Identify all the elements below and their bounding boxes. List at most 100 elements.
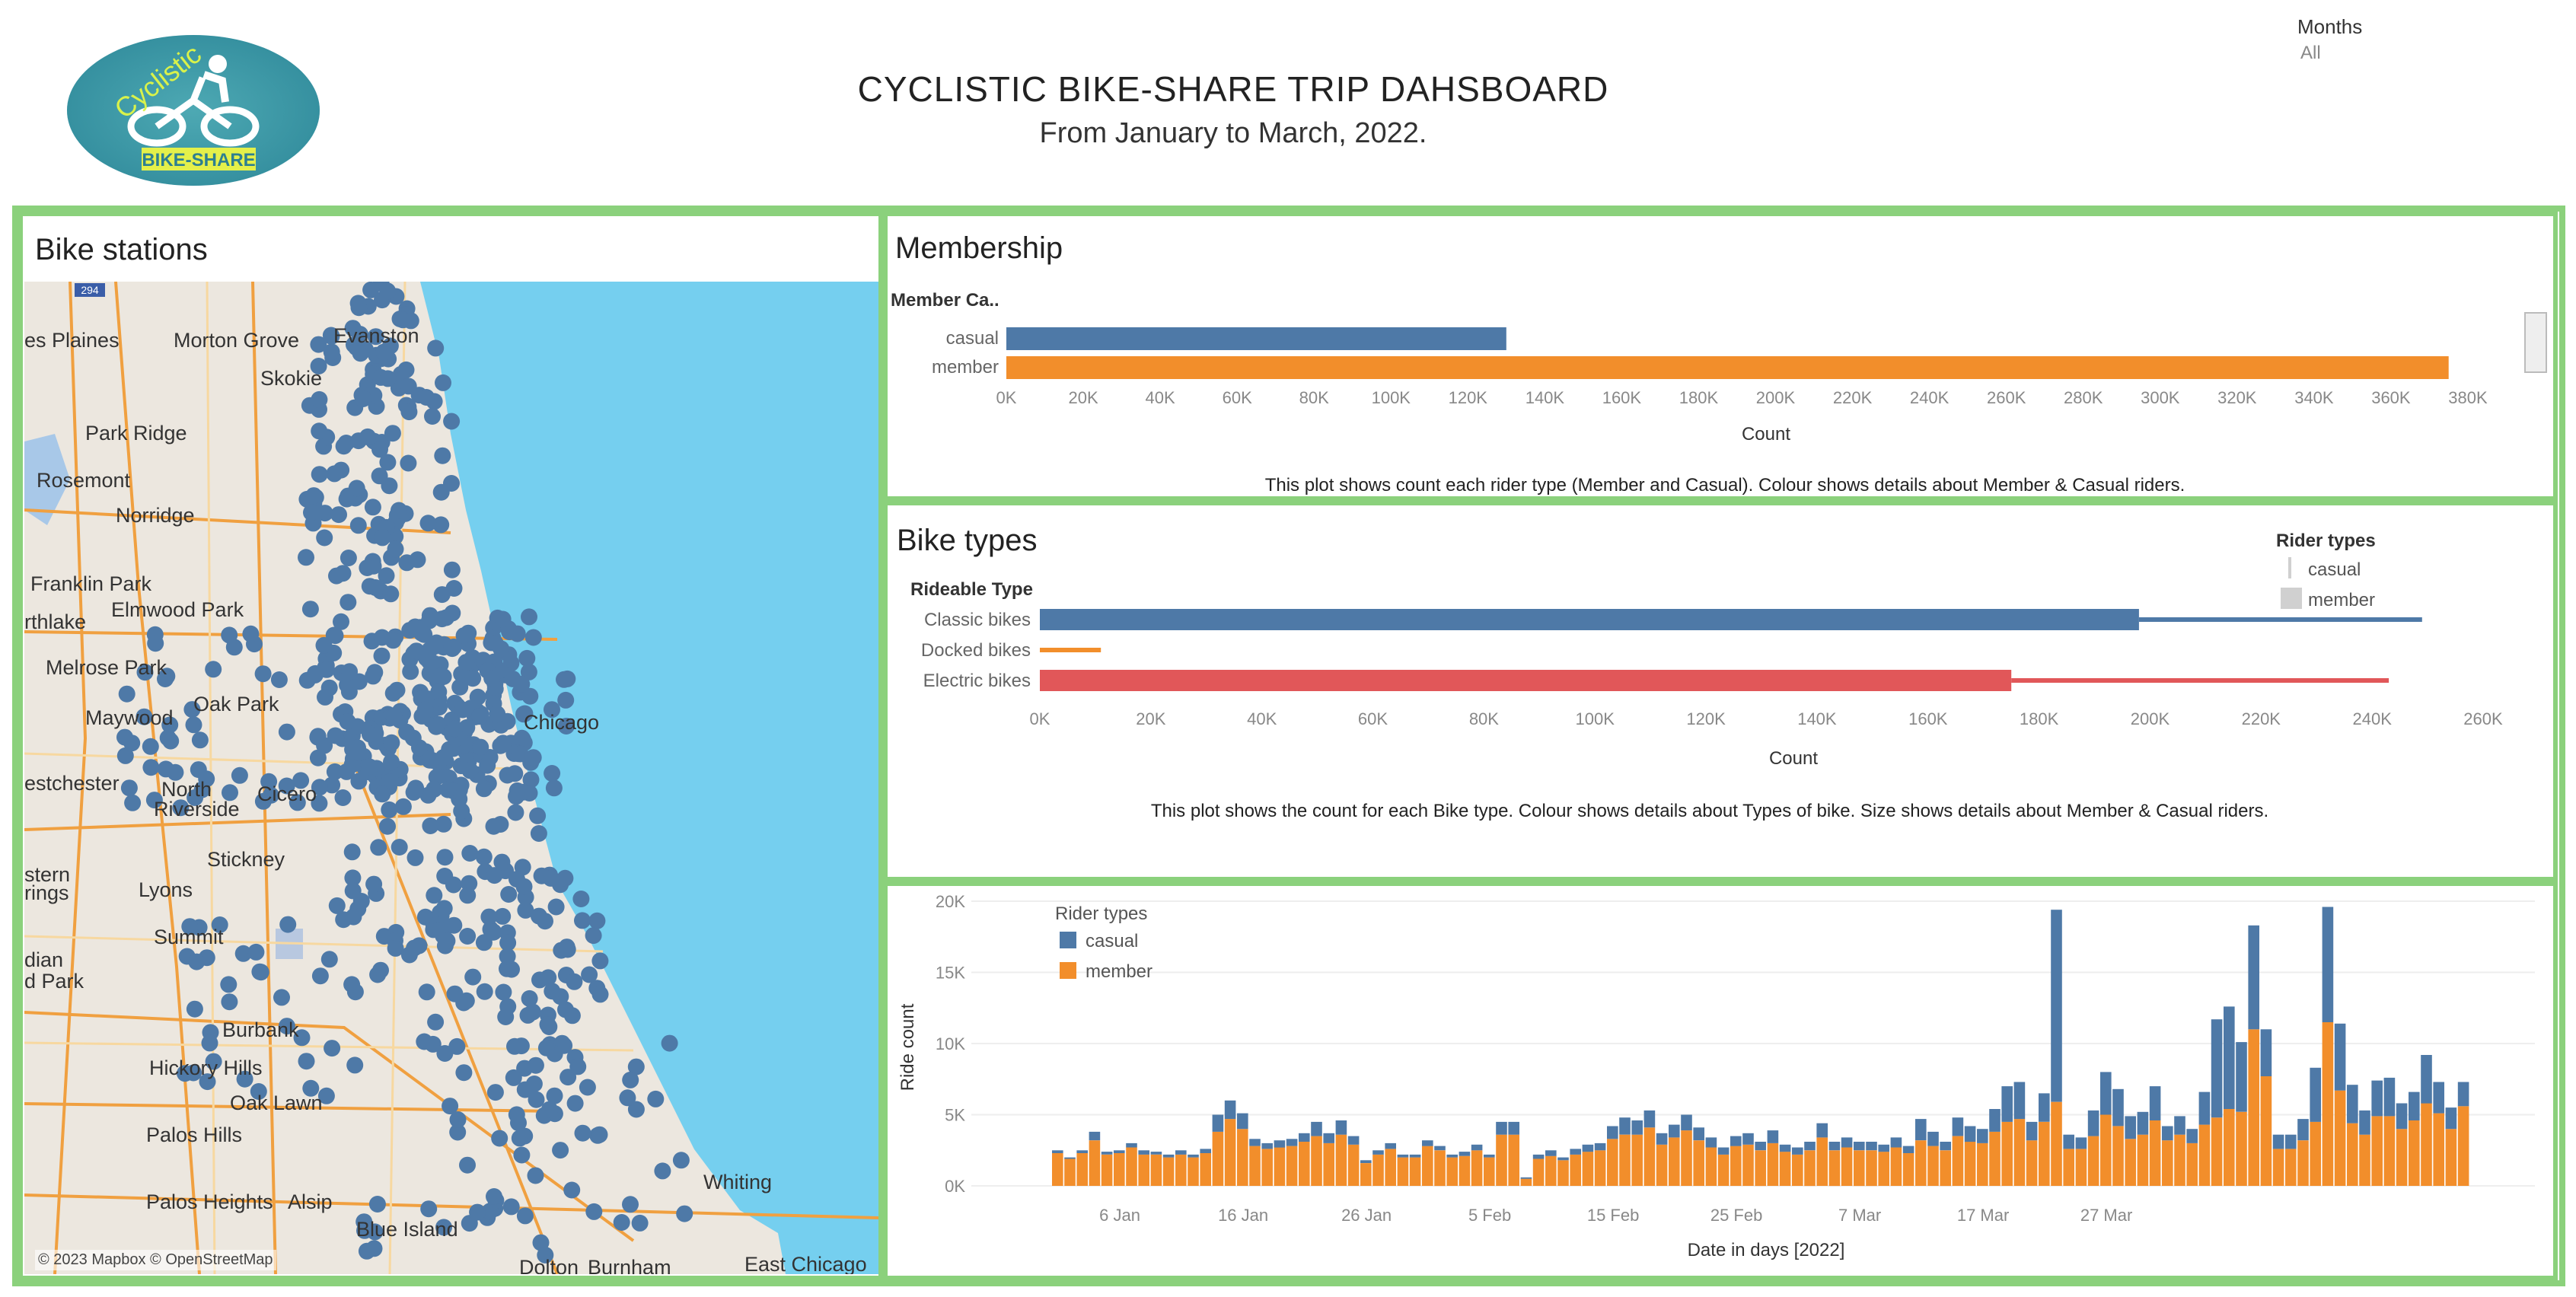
station-marker[interactable] (365, 875, 383, 893)
station-marker[interactable] (187, 789, 204, 806)
station-marker[interactable] (198, 770, 215, 788)
station-marker[interactable] (517, 901, 534, 919)
station-marker[interactable] (330, 506, 347, 524)
daily-legend-casual[interactable]: casual (1086, 931, 1138, 951)
station-marker[interactable] (619, 1089, 636, 1107)
station-marker[interactable] (352, 345, 369, 362)
daily-casual-bar[interactable] (1619, 1117, 1631, 1135)
station-marker[interactable] (311, 466, 328, 483)
station-marker[interactable] (513, 729, 531, 747)
station-marker[interactable] (569, 1058, 587, 1076)
daily-member-bar[interactable] (1064, 1158, 1076, 1187)
station-marker[interactable] (591, 952, 609, 970)
station-marker[interactable] (334, 565, 352, 582)
station-marker[interactable] (302, 1079, 320, 1097)
station-marker[interactable] (585, 1203, 603, 1220)
daily-member-bar[interactable] (1866, 1150, 1877, 1187)
station-marker[interactable] (181, 918, 199, 935)
station-marker[interactable] (455, 627, 473, 645)
daily-member-bar[interactable] (1767, 1142, 1779, 1186)
daily-member-bar[interactable] (2224, 1109, 2235, 1186)
daily-member-bar[interactable] (1188, 1157, 1199, 1186)
station-marker[interactable] (509, 871, 525, 888)
station-marker[interactable] (421, 612, 438, 629)
daily-member-bar[interactable] (1532, 1158, 1545, 1187)
daily-casual-bar[interactable] (1557, 1157, 1569, 1161)
daily-casual-bar[interactable] (1594, 1142, 1606, 1151)
daily-casual-bar[interactable] (1545, 1150, 1557, 1156)
daily-casual-bar[interactable] (2285, 1134, 2297, 1149)
station-marker[interactable] (374, 529, 391, 547)
daily-member-bar[interactable] (2013, 1119, 2026, 1186)
daily-casual-bar[interactable] (1459, 1152, 1471, 1156)
station-marker[interactable] (627, 1058, 645, 1076)
daily-member-bar[interactable] (1175, 1154, 1187, 1186)
daily-member-bar[interactable] (2409, 1120, 2420, 1186)
station-marker[interactable] (434, 447, 451, 464)
station-marker[interactable] (242, 625, 260, 642)
station-marker[interactable] (326, 763, 343, 780)
station-marker[interactable] (362, 282, 380, 298)
station-marker[interactable] (428, 717, 445, 735)
months-filter-dropdown[interactable]: All (2300, 43, 2321, 63)
station-marker[interactable] (426, 637, 444, 655)
station-marker[interactable] (341, 663, 359, 680)
bike-types-legend-member[interactable]: member (2308, 590, 2375, 610)
station-marker[interactable] (400, 378, 417, 395)
daily-casual-bar[interactable] (1767, 1130, 1779, 1143)
station-marker[interactable] (438, 932, 456, 950)
daily-casual-bar[interactable] (2236, 1042, 2247, 1112)
daily-casual-bar[interactable] (1335, 1120, 1347, 1135)
station-marker[interactable] (335, 438, 352, 455)
daily-casual-bar[interactable] (2224, 1006, 2235, 1109)
daily-casual-bar[interactable] (2137, 1111, 2149, 1135)
daily-member-bar[interactable] (1212, 1131, 1224, 1186)
daily-member-bar[interactable] (1459, 1155, 1471, 1186)
daily-member-bar[interactable] (2026, 1140, 2038, 1186)
daily-member-bar[interactable] (1594, 1150, 1606, 1187)
station-marker[interactable] (327, 627, 344, 645)
daily-casual-bar[interactable] (1372, 1150, 1384, 1155)
daily-casual-bar[interactable] (1532, 1154, 1545, 1159)
daily-member-bar[interactable] (1249, 1146, 1261, 1186)
daily-casual-bar[interactable] (1631, 1120, 1643, 1135)
daily-member-bar[interactable] (1693, 1140, 1704, 1186)
station-marker[interactable] (116, 747, 134, 764)
station-marker[interactable] (622, 1196, 639, 1213)
daily-casual-bar[interactable] (1792, 1147, 1803, 1155)
station-marker[interactable] (404, 729, 422, 747)
daily-casual-bar[interactable] (1705, 1137, 1717, 1148)
daily-casual-bar[interactable] (1126, 1142, 1137, 1148)
station-marker[interactable] (654, 1162, 671, 1180)
station-marker[interactable] (436, 849, 454, 866)
station-marker[interactable] (419, 515, 437, 532)
daily-casual-bar[interactable] (1927, 1131, 1939, 1146)
station-marker[interactable] (424, 1035, 442, 1053)
daily-member-bar[interactable] (1643, 1127, 1656, 1186)
membership-bar-member[interactable] (1006, 356, 2449, 379)
station-marker[interactable] (375, 343, 393, 361)
daily-casual-bar[interactable] (1409, 1154, 1421, 1158)
daily-member-bar[interactable] (1779, 1152, 1791, 1186)
station-marker[interactable] (591, 986, 609, 1003)
station-marker[interactable] (493, 853, 511, 871)
daily-member-bar[interactable] (1717, 1154, 1730, 1186)
daily-member-bar[interactable] (2371, 1116, 2383, 1186)
daily-casual-bar[interactable] (1347, 1136, 1360, 1145)
station-marker[interactable] (443, 413, 461, 430)
station-marker[interactable] (366, 1223, 384, 1241)
station-marker[interactable] (469, 1203, 486, 1221)
daily-member-bar[interactable] (1299, 1142, 1310, 1186)
station-marker[interactable] (387, 939, 404, 957)
station-marker[interactable] (118, 685, 135, 703)
station-marker[interactable] (527, 1167, 544, 1184)
station-marker[interactable] (581, 966, 598, 983)
station-marker[interactable] (676, 1205, 693, 1222)
station-marker[interactable] (512, 745, 529, 763)
daily-member-bar[interactable] (2174, 1134, 2185, 1186)
daily-casual-bar[interactable] (2359, 1110, 2370, 1135)
station-marker[interactable] (524, 629, 542, 646)
station-marker[interactable] (349, 517, 367, 534)
daily-casual-bar[interactable] (2383, 1077, 2396, 1117)
station-marker[interactable] (364, 499, 381, 516)
